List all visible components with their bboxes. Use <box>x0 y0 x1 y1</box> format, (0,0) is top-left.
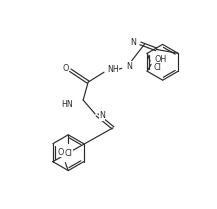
Text: Cl: Cl <box>153 63 161 72</box>
Text: O: O <box>62 64 69 73</box>
Text: Cl: Cl <box>64 149 72 158</box>
Text: OH: OH <box>154 55 166 64</box>
Text: OH: OH <box>57 148 69 157</box>
Text: NH: NH <box>107 65 119 74</box>
Text: N: N <box>99 111 105 120</box>
Text: N: N <box>131 38 136 47</box>
Text: N: N <box>126 62 132 71</box>
Text: HN: HN <box>61 99 73 108</box>
